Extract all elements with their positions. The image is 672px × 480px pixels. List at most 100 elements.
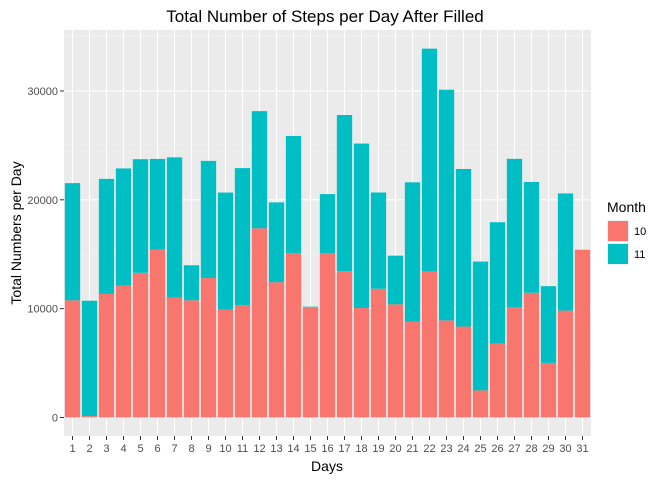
bar-day-22-month-11 — [421, 48, 438, 271]
x-tick-label: 16 — [321, 443, 333, 455]
y-axis: 0 10000 20000 30000 — [27, 86, 64, 424]
bar-day-26-month-10 — [489, 343, 506, 418]
x-tick-label: 28 — [525, 443, 537, 455]
bar-day-4-month-10 — [115, 285, 132, 418]
bar-day-18-month-11 — [353, 143, 370, 309]
y-axis-title: Total Numbers per Day — [8, 161, 24, 304]
x-axis-title: Days — [311, 458, 343, 474]
bar-day-19-month-10 — [370, 288, 387, 418]
x-tick-label: 6 — [154, 443, 160, 455]
bar-day-23-month-10 — [438, 320, 455, 418]
chart-title: Total Number of Steps per Day After Fill… — [166, 7, 483, 26]
bar-day-20-month-10 — [387, 304, 404, 418]
x-tick-label: 31 — [576, 443, 588, 455]
bar-day-30-month-11 — [557, 193, 574, 311]
bar-day-22-month-10 — [421, 270, 438, 418]
bar-day-15-month-10 — [302, 307, 319, 418]
bar-day-20-month-11 — [387, 255, 404, 305]
bar-day-14-month-11 — [285, 135, 302, 254]
bar-day-29-month-11 — [540, 286, 557, 363]
bars — [64, 48, 591, 418]
bar-day-6-month-10 — [149, 249, 166, 418]
bar-day-7-month-11 — [166, 157, 183, 298]
bar-day-5-month-11 — [132, 159, 149, 273]
x-tick-label: 27 — [508, 443, 520, 455]
bar-day-24-month-10 — [455, 326, 472, 418]
bar-day-9-month-11 — [200, 160, 217, 279]
x-tick-label: 11 — [237, 443, 248, 455]
x-tick-label: 20 — [389, 443, 401, 455]
y-tick-label: 10000 — [27, 304, 58, 316]
x-tick-label: 10 — [219, 443, 231, 455]
bar-day-23-month-11 — [438, 89, 455, 321]
bar-day-25-month-10 — [472, 390, 489, 418]
bar-day-3-month-11 — [98, 178, 115, 294]
legend-swatch-11 — [608, 244, 628, 264]
bar-day-1-month-10 — [64, 300, 81, 418]
bar-day-14-month-10 — [285, 253, 302, 418]
x-tick-label: 25 — [474, 443, 486, 455]
bar-day-7-month-10 — [166, 297, 183, 418]
x-tick-label: 8 — [188, 443, 194, 455]
bar-day-30-month-10 — [557, 310, 574, 418]
x-tick-label: 24 — [457, 443, 469, 455]
y-tick-label: 0 — [52, 412, 58, 424]
bar-day-5-month-10 — [132, 272, 149, 418]
x-tick-label: 9 — [205, 443, 211, 455]
bar-day-29-month-10 — [540, 362, 557, 418]
bar-day-1-month-11 — [64, 183, 81, 301]
x-tick-label: 30 — [559, 443, 571, 455]
bar-day-10-month-11 — [217, 192, 234, 310]
bar-day-24-month-11 — [455, 168, 472, 327]
bar-day-31-month-10 — [574, 249, 591, 418]
x-tick-label: 7 — [171, 443, 177, 455]
bar-day-13-month-11 — [268, 202, 285, 283]
bar-day-26-month-11 — [489, 222, 506, 344]
legend-label-11: 11 — [634, 249, 645, 261]
bar-day-12-month-10 — [251, 228, 268, 418]
bar-day-21-month-11 — [404, 182, 421, 322]
x-tick-label: 14 — [287, 443, 299, 455]
bar-day-13-month-10 — [268, 282, 285, 418]
bar-day-19-month-11 — [370, 192, 387, 289]
x-tick-label: 15 — [304, 443, 316, 455]
bar-day-21-month-10 — [404, 321, 421, 418]
x-tick-label: 23 — [440, 443, 452, 455]
bar-day-2-month-11 — [81, 300, 98, 417]
y-tick-label: 30000 — [27, 86, 58, 98]
legend: Month 10 11 — [607, 199, 646, 265]
x-tick-label: 18 — [355, 443, 367, 455]
bar-day-9-month-10 — [200, 278, 217, 418]
bar-day-18-month-10 — [353, 308, 370, 418]
x-tick-label: 12 — [253, 443, 265, 455]
bar-day-16-month-11 — [319, 194, 336, 254]
x-tick-label: 1 — [69, 443, 75, 455]
bar-day-6-month-11 — [149, 158, 166, 250]
x-tick-label: 3 — [103, 443, 109, 455]
x-tick-label: 17 — [338, 443, 350, 455]
bar-day-17-month-11 — [336, 114, 353, 272]
x-tick-label: 5 — [137, 443, 143, 455]
bar-day-27-month-11 — [506, 158, 523, 308]
legend-label-10: 10 — [634, 226, 646, 238]
x-axis: 1 2 3 4 5 6 7 8 9 10 11 12 13 14 15 16 17 18 19 20 21 22 23 24 2… — [69, 436, 589, 455]
x-tick-label: 22 — [423, 443, 435, 455]
bar-day-10-month-10 — [217, 309, 234, 418]
x-tick-label: 29 — [542, 443, 554, 455]
bar-day-12-month-11 — [251, 111, 268, 229]
bar-day-25-month-11 — [472, 261, 489, 391]
x-tick-label: 2 — [86, 443, 92, 455]
bar-day-17-month-10 — [336, 271, 353, 418]
x-tick-label: 19 — [372, 443, 384, 455]
legend-title: Month — [607, 199, 646, 215]
bar-day-28-month-11 — [523, 181, 540, 293]
x-tick-label: 21 — [406, 443, 418, 455]
legend-swatch-10 — [608, 221, 628, 241]
bar-day-28-month-10 — [523, 292, 540, 418]
bar-day-3-month-10 — [98, 293, 115, 418]
bar-day-8-month-10 — [183, 300, 200, 418]
x-tick-label: 13 — [270, 443, 282, 455]
bar-day-4-month-11 — [115, 168, 132, 286]
bar-day-11-month-11 — [234, 168, 251, 306]
